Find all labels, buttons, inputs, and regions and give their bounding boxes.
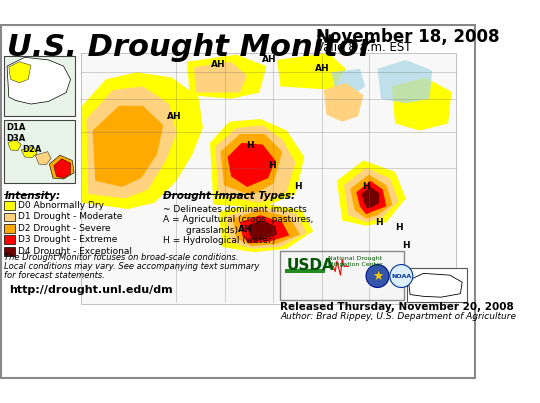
Text: Drought Impact Types:: Drought Impact Types: (163, 191, 295, 202)
Text: ★: ★ (372, 270, 383, 283)
Polygon shape (240, 215, 289, 243)
Polygon shape (54, 159, 71, 178)
Polygon shape (21, 146, 37, 158)
Text: H: H (246, 141, 253, 150)
Text: D3A: D3A (6, 134, 25, 143)
Text: D1 Drought - Moderate: D1 Drought - Moderate (18, 212, 122, 221)
Text: AH: AH (315, 64, 329, 73)
Bar (81, 53, 456, 304)
Text: AH: AH (167, 112, 182, 121)
Polygon shape (377, 60, 432, 103)
Polygon shape (277, 53, 346, 90)
Text: Intensity:: Intensity: (4, 191, 60, 202)
Text: H: H (402, 241, 409, 250)
Text: http://drought.unl.edu/dm: http://drought.unl.edu/dm (9, 285, 172, 295)
Polygon shape (247, 220, 277, 240)
Text: Author: Brad Rippey, U.S. Department of Agriculture: Author: Brad Rippey, U.S. Department of … (280, 312, 516, 321)
Polygon shape (86, 86, 177, 198)
Bar (285, 269, 325, 273)
Polygon shape (219, 203, 313, 252)
Text: H: H (362, 183, 370, 191)
Circle shape (366, 264, 389, 287)
Bar (4, 56, 75, 116)
Text: USDA: USDA (287, 258, 334, 273)
Polygon shape (337, 160, 406, 226)
Text: H: H (395, 223, 402, 232)
Text: NOAA: NOAA (391, 274, 411, 278)
Text: H: H (294, 183, 302, 191)
Polygon shape (233, 210, 300, 246)
Bar (280, 251, 404, 300)
Text: Released Thursday, November 20, 2008: Released Thursday, November 20, 2008 (280, 303, 514, 312)
Text: AH: AH (238, 225, 253, 234)
Text: H = Hydrological (water): H = Hydrological (water) (163, 236, 275, 245)
Polygon shape (93, 106, 163, 187)
Polygon shape (408, 273, 462, 297)
Text: grasslands): grasslands) (163, 226, 238, 235)
Text: H: H (268, 161, 275, 170)
Polygon shape (226, 206, 307, 249)
Bar (408, 268, 468, 301)
Polygon shape (362, 187, 379, 208)
Polygon shape (227, 143, 275, 187)
Text: H: H (375, 218, 383, 227)
Text: The Drought Monitor focuses on broad-scale conditions.: The Drought Monitor focuses on broad-sca… (4, 253, 239, 262)
Polygon shape (7, 57, 71, 104)
Polygon shape (392, 77, 451, 131)
Polygon shape (323, 83, 363, 122)
Polygon shape (356, 181, 386, 214)
Polygon shape (82, 72, 203, 209)
Polygon shape (215, 125, 295, 203)
Polygon shape (187, 55, 266, 99)
Text: D1A: D1A (6, 123, 25, 131)
Text: November 18, 2008: November 18, 2008 (316, 28, 500, 46)
Text: AH: AH (211, 60, 225, 69)
Text: D4 Drought - Exceptional: D4 Drought - Exceptional (18, 247, 132, 256)
Text: for forecast statements.: for forecast statements. (4, 271, 105, 280)
Polygon shape (35, 152, 51, 165)
Polygon shape (49, 155, 74, 179)
Text: National Drought
Mitigation Center: National Drought Mitigation Center (328, 256, 383, 267)
Polygon shape (344, 168, 399, 222)
Text: AH: AH (262, 56, 276, 64)
Text: D2A: D2A (22, 145, 42, 154)
Text: D0 Abnormally Dry: D0 Abnormally Dry (18, 201, 104, 210)
Polygon shape (8, 139, 21, 151)
Bar (4, 212, 15, 221)
Polygon shape (350, 174, 393, 219)
Text: D2 Drought - Severe: D2 Drought - Severe (18, 224, 110, 233)
Bar (4, 224, 15, 233)
Text: D3 Drought - Extreme: D3 Drought - Extreme (18, 235, 117, 244)
Bar (4, 247, 15, 256)
Polygon shape (220, 134, 282, 196)
Polygon shape (210, 119, 305, 207)
Circle shape (390, 264, 413, 287)
Text: ~ Delineates dominant impacts: ~ Delineates dominant impacts (163, 205, 307, 214)
Text: A = Agricultural (crops, pastures,: A = Agricultural (crops, pastures, (163, 215, 314, 224)
Polygon shape (194, 62, 247, 93)
Bar (4, 201, 15, 210)
Text: Valid 8 a.m. EST: Valid 8 a.m. EST (316, 41, 411, 54)
Bar (4, 120, 75, 183)
Polygon shape (332, 69, 365, 95)
Bar (4, 235, 15, 244)
Polygon shape (9, 62, 31, 83)
Text: U.S. Drought Monitor: U.S. Drought Monitor (7, 33, 374, 62)
Text: Local conditions may vary. See accompanying text summary: Local conditions may vary. See accompany… (4, 262, 260, 271)
